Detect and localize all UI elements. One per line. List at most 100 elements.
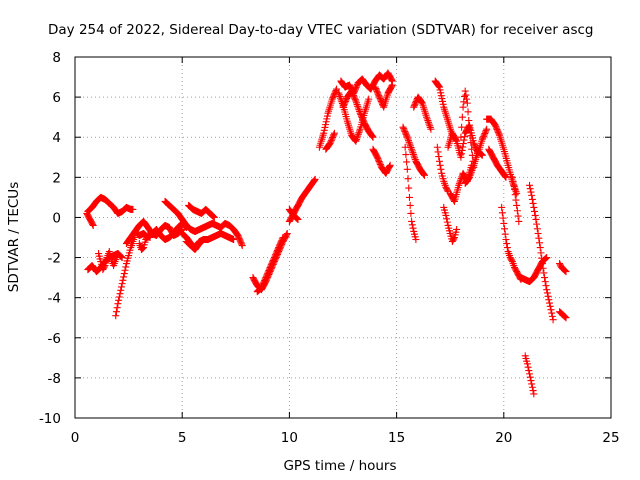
data-point	[353, 101, 361, 109]
data-track	[371, 81, 396, 111]
data-track	[335, 89, 373, 145]
data-point	[539, 264, 547, 272]
data-point	[512, 196, 520, 204]
data-track	[457, 87, 478, 171]
data-point	[117, 283, 125, 291]
data-point	[209, 212, 217, 220]
data-point	[294, 215, 302, 223]
data-point	[463, 95, 471, 103]
data-point	[482, 127, 490, 135]
data-point	[458, 146, 466, 154]
data-point	[537, 249, 545, 257]
data-point	[402, 151, 410, 159]
data-point	[335, 91, 343, 99]
data-point	[117, 286, 125, 294]
data-point	[388, 76, 396, 84]
data-point	[118, 280, 126, 288]
data-point	[478, 151, 486, 159]
data-point	[352, 137, 360, 145]
x-axis-label: GPS time / hours	[283, 458, 396, 474]
data-track	[253, 234, 287, 296]
data-point	[405, 137, 413, 145]
data-point	[533, 220, 541, 228]
y-axis-label: SDTVAR / TECUs	[6, 182, 22, 292]
data-point	[544, 292, 552, 300]
data-point	[230, 236, 238, 244]
data-point	[139, 244, 147, 252]
data-point	[115, 293, 123, 301]
data-point	[502, 173, 510, 181]
data-point	[369, 133, 377, 141]
data-point	[404, 175, 412, 183]
data-point	[406, 142, 414, 150]
data-point	[403, 132, 411, 140]
data-point	[535, 234, 543, 242]
y-tick-label: -2	[48, 251, 61, 267]
data-point	[561, 313, 569, 321]
data-point	[458, 113, 466, 121]
data-point	[412, 236, 420, 244]
data-point	[351, 96, 359, 104]
data-track	[112, 231, 139, 320]
data-point	[112, 312, 120, 320]
data-point	[336, 93, 344, 101]
data-point	[410, 152, 418, 160]
data-point	[536, 244, 544, 252]
data-point	[562, 314, 570, 322]
data-track	[517, 254, 551, 286]
data-point	[356, 127, 364, 135]
data-point	[464, 108, 472, 116]
data-point	[138, 245, 146, 253]
x-axis-ticks: 0 5 10 15 20 25	[71, 57, 620, 446]
data-point	[403, 158, 411, 166]
data-point	[546, 299, 554, 307]
data-point	[405, 138, 413, 146]
data-point	[547, 306, 555, 314]
data-point	[562, 268, 570, 276]
data-point	[408, 221, 416, 229]
data-point	[89, 220, 97, 228]
data-track	[401, 143, 420, 244]
grid-lines	[75, 57, 611, 418]
data-track	[182, 236, 208, 254]
data-point	[530, 203, 538, 211]
data-point	[443, 215, 451, 223]
y-tick-label: -4	[48, 291, 61, 307]
data-point	[129, 205, 137, 213]
data-point	[527, 377, 535, 385]
data-point	[545, 296, 553, 304]
data-point	[538, 260, 546, 268]
data-track	[315, 85, 341, 151]
data-point	[145, 232, 153, 240]
data-track	[185, 201, 218, 221]
data-point	[508, 256, 516, 264]
data-point	[426, 122, 434, 130]
data-point	[456, 178, 464, 186]
data-track	[83, 209, 97, 229]
data-track	[498, 203, 525, 284]
data-point	[526, 181, 534, 189]
data-point	[467, 139, 475, 147]
data-point	[352, 99, 360, 107]
data-point	[115, 296, 123, 304]
data-point	[501, 172, 509, 180]
data-point	[423, 115, 431, 123]
data-point	[465, 117, 473, 125]
data-point	[501, 172, 509, 180]
data-point	[459, 140, 467, 148]
data-track	[485, 145, 510, 181]
data-point	[525, 367, 533, 375]
data-point	[526, 370, 534, 378]
data-point	[465, 125, 473, 133]
data-point	[406, 140, 414, 148]
x-tick-label: 10	[281, 430, 298, 446]
data-point	[548, 312, 556, 320]
data-track	[399, 123, 428, 179]
data-point	[435, 157, 443, 165]
data-point	[434, 148, 442, 156]
data-point	[434, 81, 442, 89]
data-point	[352, 97, 360, 105]
data-point	[528, 380, 536, 388]
data-point	[368, 132, 376, 140]
data-point	[330, 129, 338, 137]
